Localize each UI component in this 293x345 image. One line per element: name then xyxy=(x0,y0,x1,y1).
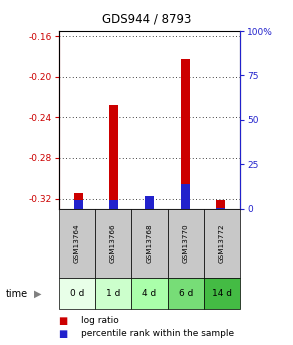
Bar xyxy=(180,184,190,209)
Bar xyxy=(74,200,83,209)
Text: GSM13764: GSM13764 xyxy=(74,224,80,263)
Bar xyxy=(216,208,225,209)
Bar xyxy=(131,278,168,309)
Text: log ratio: log ratio xyxy=(81,316,118,325)
Bar xyxy=(216,200,225,209)
Text: 1 d: 1 d xyxy=(106,289,120,298)
Text: GSM13772: GSM13772 xyxy=(219,224,225,263)
Text: time: time xyxy=(6,289,28,299)
Text: ■: ■ xyxy=(59,329,68,339)
Bar xyxy=(131,209,168,278)
Text: GSM13770: GSM13770 xyxy=(183,224,189,263)
Bar xyxy=(109,105,118,209)
Bar xyxy=(74,194,83,209)
Text: 4 d: 4 d xyxy=(142,289,156,298)
Bar xyxy=(59,278,95,309)
Text: 0 d: 0 d xyxy=(69,289,84,298)
Bar xyxy=(95,278,131,309)
Text: 6 d: 6 d xyxy=(178,289,193,298)
Bar xyxy=(109,200,118,209)
Text: GSM13766: GSM13766 xyxy=(110,224,116,263)
Bar xyxy=(145,196,154,209)
Text: ▶: ▶ xyxy=(34,289,41,299)
Text: ■: ■ xyxy=(59,316,68,326)
Text: GDS944 / 8793: GDS944 / 8793 xyxy=(102,12,191,25)
Bar xyxy=(168,278,204,309)
Bar xyxy=(204,209,240,278)
Text: 14 d: 14 d xyxy=(212,289,232,298)
Bar xyxy=(204,278,240,309)
Bar xyxy=(180,59,190,209)
Bar xyxy=(95,209,131,278)
Bar xyxy=(145,199,154,209)
Text: GSM13768: GSM13768 xyxy=(146,224,152,263)
Text: percentile rank within the sample: percentile rank within the sample xyxy=(81,329,234,338)
Bar xyxy=(59,209,95,278)
Bar xyxy=(168,209,204,278)
